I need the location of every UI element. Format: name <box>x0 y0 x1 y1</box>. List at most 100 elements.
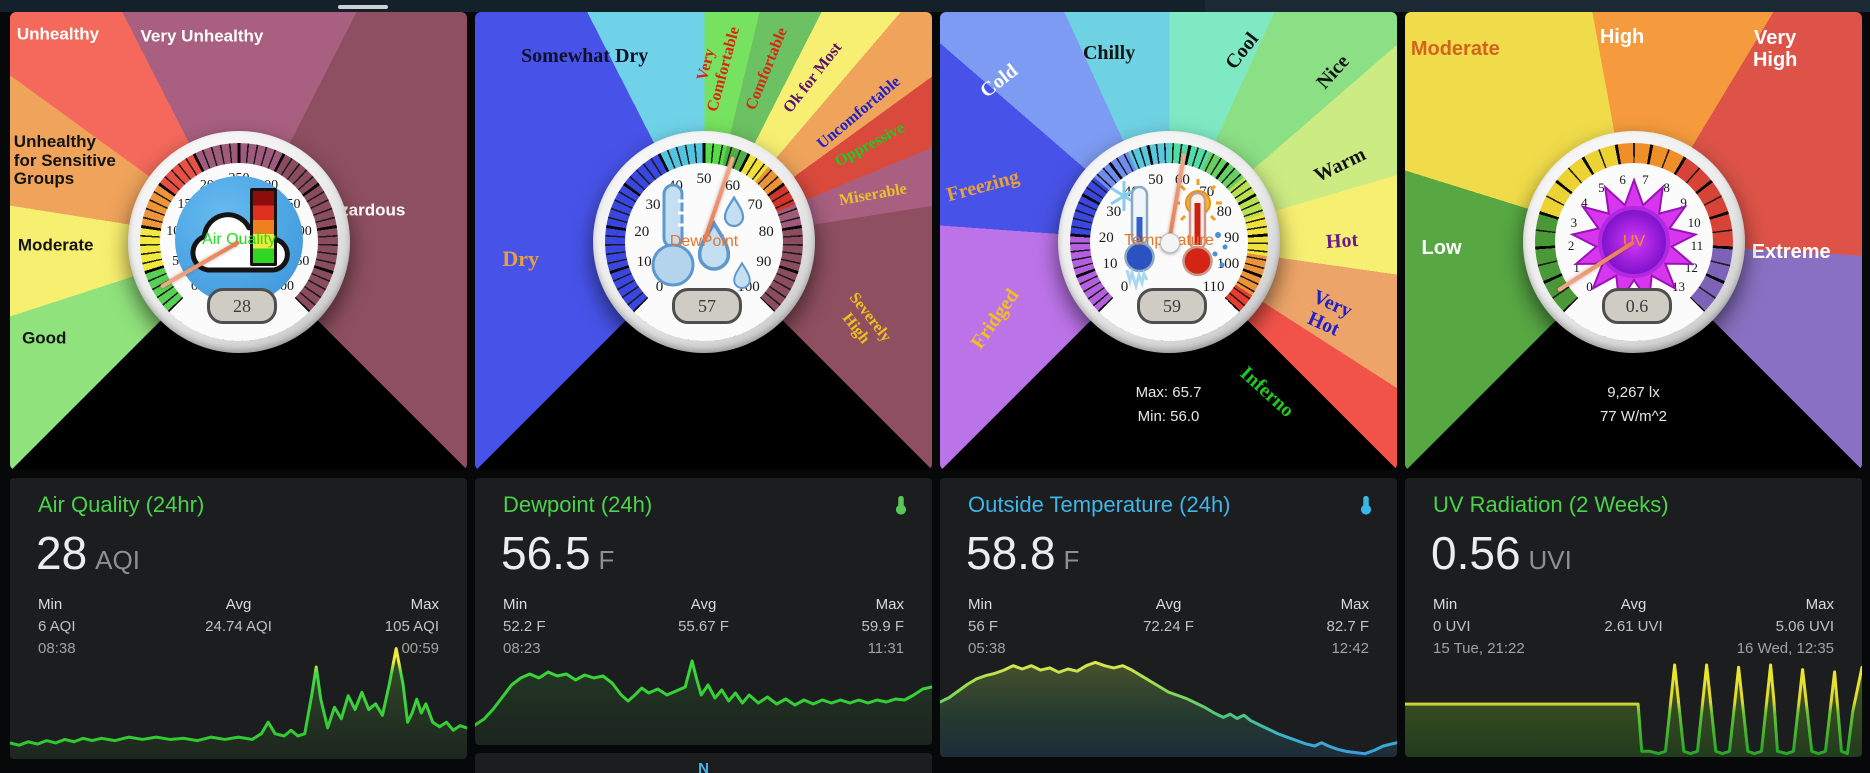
chart-air-quality <box>10 644 467 759</box>
stat-value: 58.8 F <box>966 526 1079 580</box>
avg-label: Avg <box>1155 596 1182 613</box>
dial-number: 30 <box>1106 203 1122 220</box>
avg-value: 2.61 UVI <box>1604 618 1663 635</box>
gauge-card-temperature[interactable]: Fridged Freezing Cold Chilly Cool Nice Warm Hot… <box>940 12 1397 470</box>
dial-number: 30 <box>645 197 661 213</box>
max-value: 105 AQI <box>384 618 440 635</box>
tab-indicator[interactable] <box>338 5 388 9</box>
min-column: Min 0 UVI 15 Tue, 21:22 <box>1433 594 1567 660</box>
air-quality-segment-label: Good <box>22 329 67 349</box>
dial-number: 8 <box>1663 180 1670 196</box>
min-value: 0 UVI <box>1433 618 1471 635</box>
avg-column: Avg 24.74 AQI <box>172 594 306 660</box>
max-time: 11:31 <box>867 640 905 657</box>
dial-number: 10 <box>1687 215 1701 231</box>
uv-segment-label: High <box>1599 26 1645 49</box>
min-avg-max-row: Min 52.2 F 08:23 Avg 55.67 F Max 59.9 F … <box>503 594 904 660</box>
dial-number: 80 <box>758 224 774 241</box>
min-value: 52.2 F <box>503 618 546 635</box>
air-quality-segment-label: Very Unhealthy <box>140 26 264 46</box>
dial-number: 20 <box>1098 229 1114 246</box>
chart-uv-radiation <box>1405 642 1862 757</box>
dial-number: 3 <box>1570 215 1578 231</box>
thermometer-icon <box>1355 494 1377 521</box>
dial-number: 110 <box>1202 278 1225 295</box>
gauge-value-readout: 28 <box>207 288 277 324</box>
uv-segment-label: Extreme <box>1751 241 1831 264</box>
gauge-footer-line: 9,267 lx <box>1607 384 1660 401</box>
value-unit: AQI <box>95 545 140 575</box>
timeseries-chart <box>10 644 467 759</box>
stat-card-outside-temperature[interactable]: Outside Temperature (24h) 58.8 F Min 56 F… <box>940 478 1397 757</box>
dewpoint-segment-label: Somewhat Dry <box>521 44 649 67</box>
dial-number: 7 <box>1642 172 1649 187</box>
stat-card-dewpoint[interactable]: Dewpoint (24h) 56.5 F Min 52.2 F 08:23 Av… <box>475 478 932 745</box>
dial-number: 20 <box>634 224 650 241</box>
dial-number: 13 <box>1672 278 1685 294</box>
max-column: Max 59.9 F 11:31 <box>770 594 904 660</box>
dial-number: 5 <box>1598 180 1605 196</box>
max-time: 16 Wed, 12:35 <box>1736 640 1835 657</box>
uv-segment-label: Very High <box>1752 26 1798 71</box>
min-avg-max-row: Min 56 F 05:38 Avg 72.24 F Max 82.7 F 12… <box>968 594 1369 660</box>
timeseries-chart <box>1405 642 1862 757</box>
timeseries-chart <box>940 647 1397 757</box>
max-column: Max 82.7 F 12:42 <box>1235 594 1369 660</box>
dial-number: 50 <box>696 171 712 187</box>
temperature-segment-label: Hot <box>1325 228 1359 254</box>
temperature-icon: Temperature <box>1094 177 1244 301</box>
thermometer-icon <box>890 494 912 521</box>
stat-card-air-quality[interactable]: Air Quality (24hr) 28 AQI Min 6 AQI 08:38… <box>10 478 467 759</box>
stat-title: UV Radiation (2 Weeks) <box>1433 492 1669 517</box>
stat-title: Outside Temperature (24h) <box>968 492 1231 517</box>
avg-label: Avg <box>1620 596 1647 613</box>
gauge-value-readout: 59 <box>1137 288 1207 324</box>
max-label: Max <box>410 596 440 613</box>
partial-card-wind-compass[interactable]: N <box>475 753 932 773</box>
stat-card-uv-radiation[interactable]: UV Radiation (2 Weeks) 0.56 UVI Min 0 UVI… <box>1405 478 1862 757</box>
avg-value: 55.67 F <box>678 618 729 635</box>
max-label: Max <box>1340 596 1370 613</box>
dial-number: 0 <box>1586 278 1593 294</box>
uv-segment-label: Moderate <box>1410 37 1500 60</box>
dewpoint-icon: DewPoint <box>634 179 774 301</box>
min-value: 56 F <box>968 618 999 635</box>
timeseries-chart <box>475 645 932 745</box>
dial-number: 10 <box>1102 256 1118 272</box>
stat-value: 0.56 UVI <box>1431 526 1572 580</box>
min-avg-max-row: Min 6 AQI 08:38 Avg 24.74 AQI Max 105 AQ… <box>38 594 439 660</box>
gauge-card-air-quality[interactable]: Unhealthy Very Unhealthy Unhealthy for Sen… <box>10 12 467 470</box>
avg-column: Avg 55.67 F <box>637 594 771 660</box>
min-column: Min 52.2 F 08:23 <box>503 594 637 660</box>
max-value: 5.06 UVI <box>1775 618 1835 635</box>
min-label: Min <box>968 596 993 613</box>
dial-number: 11 <box>1690 237 1704 253</box>
min-label: Min <box>503 596 528 613</box>
max-column: Max 5.06 UVI 16 Wed, 12:35 <box>1700 594 1834 660</box>
stat-value: 56.5 F <box>501 526 614 580</box>
dial-number: 100 <box>1216 256 1240 272</box>
max-time: 00:59 <box>401 640 440 657</box>
stat-title: Dewpoint (24h) <box>503 492 653 517</box>
min-label: Min <box>1433 596 1458 613</box>
header-section <box>1205 0 1870 12</box>
min-time: 08:23 <box>503 640 541 657</box>
temperature-segment-label: Chilly <box>1082 42 1136 65</box>
value-number: 0.56 <box>1431 527 1521 579</box>
air-quality-segment-label: Unhealthy <box>16 24 100 44</box>
dial-number: 10 <box>636 253 652 270</box>
min-time: 15 Tue, 21:22 <box>1433 640 1525 657</box>
min-time: 08:38 <box>38 640 76 657</box>
dial-number: 70 <box>747 197 763 213</box>
value-number: 58.8 <box>966 527 1056 579</box>
chart-outside-temperature <box>940 647 1397 757</box>
gauge-card-uv[interactable]: Moderate High Very High Low Extreme 0 1 2 3 4 5 6 7 8… <box>1405 12 1862 470</box>
min-avg-max-row: Min 0 UVI 15 Tue, 21:22 Avg 2.61 UVI Max… <box>1433 594 1834 660</box>
air-quality-segment-label: Unhealthy for Sensitive Groups <box>13 131 116 189</box>
avg-label: Avg <box>690 596 717 613</box>
gauge-card-dewpoint[interactable]: Somewhat Dry Very Comfortable Comfortable O… <box>475 12 932 470</box>
uv-segment-label: Low <box>1421 236 1462 259</box>
value-unit: UVI <box>1528 545 1572 575</box>
dial-number: 4 <box>1581 195 1588 211</box>
dial-number: 90 <box>756 253 772 270</box>
